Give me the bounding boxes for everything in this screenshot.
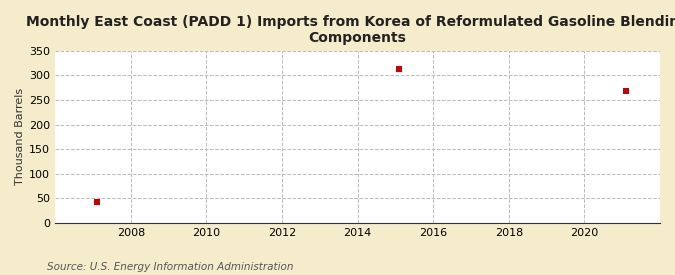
Y-axis label: Thousand Barrels: Thousand Barrels (15, 88, 25, 185)
Point (620, 89, 631, 93)
Text: Source: U.S. Energy Information Administration: Source: U.S. Energy Information Administ… (47, 262, 294, 272)
Point (91, 200, 102, 204)
Point (394, 67, 404, 72)
Title: Monthly East Coast (PADD 1) Imports from Korea of Reformulated Gasoline Blending: Monthly East Coast (PADD 1) Imports from… (26, 15, 675, 45)
